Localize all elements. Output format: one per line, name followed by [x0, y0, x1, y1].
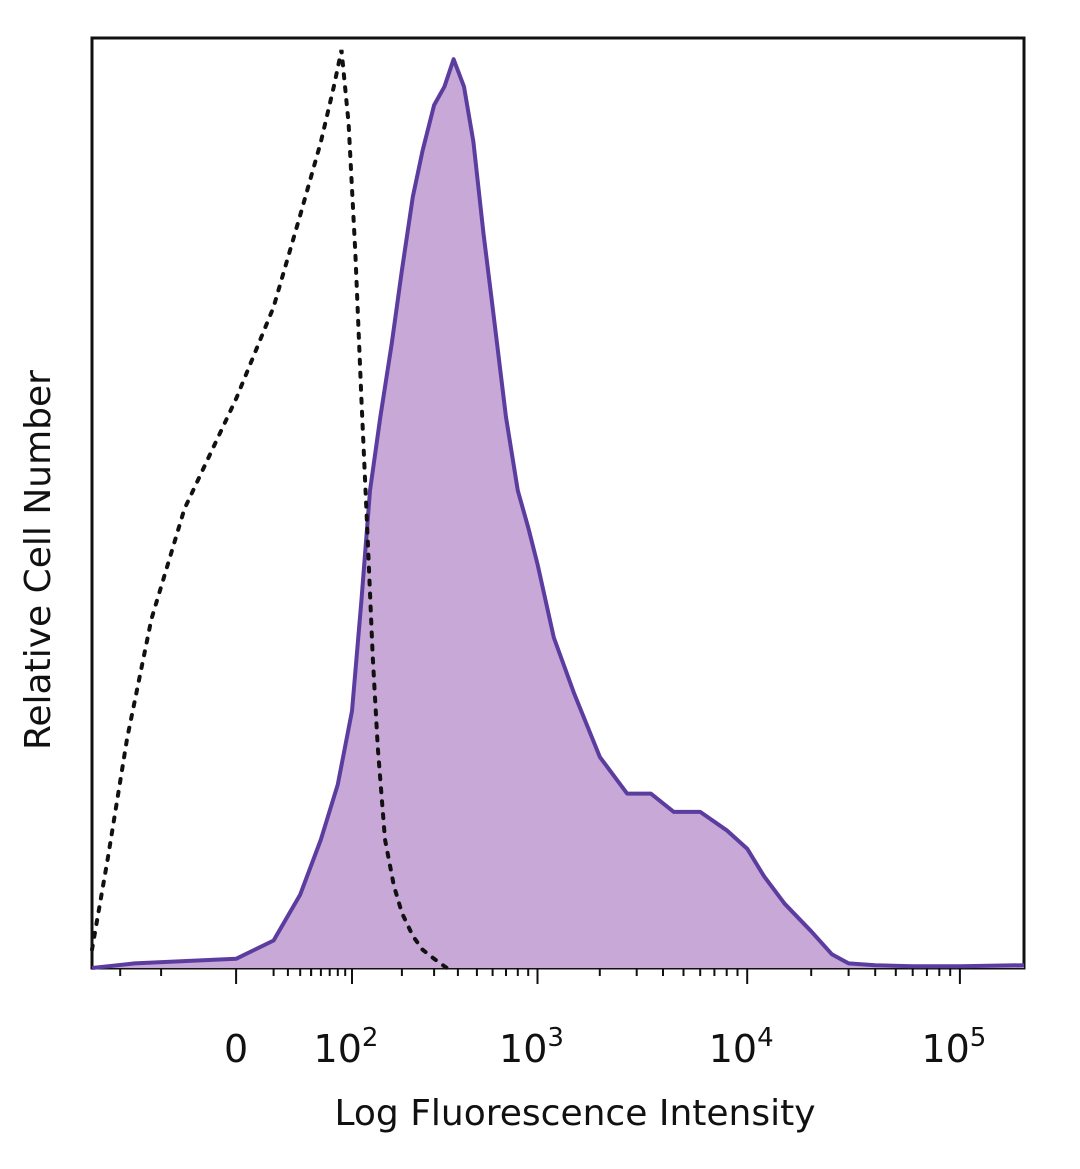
x-tick-label: 104 [709, 1023, 774, 1071]
x-tick-label: 103 [499, 1023, 564, 1071]
x-tick-label: 105 [921, 1023, 986, 1071]
histogram-fill-area [92, 59, 1024, 968]
x-axis-tick-labels: 0 102 103 104 105 [224, 1023, 986, 1071]
control-histogram-dotted-line [90, 49, 449, 970]
x-tick-label: 0 [224, 1027, 248, 1071]
x-tick-label: 102 [314, 1023, 379, 1071]
stained-histogram-line [91, 57, 1025, 970]
x-axis-ticks [119, 968, 961, 984]
x-axis-label: Log Fluorescence Intensity [334, 1093, 815, 1134]
series-layer [90, 49, 1025, 970]
y-axis-label: Relative Cell Number [18, 370, 59, 750]
